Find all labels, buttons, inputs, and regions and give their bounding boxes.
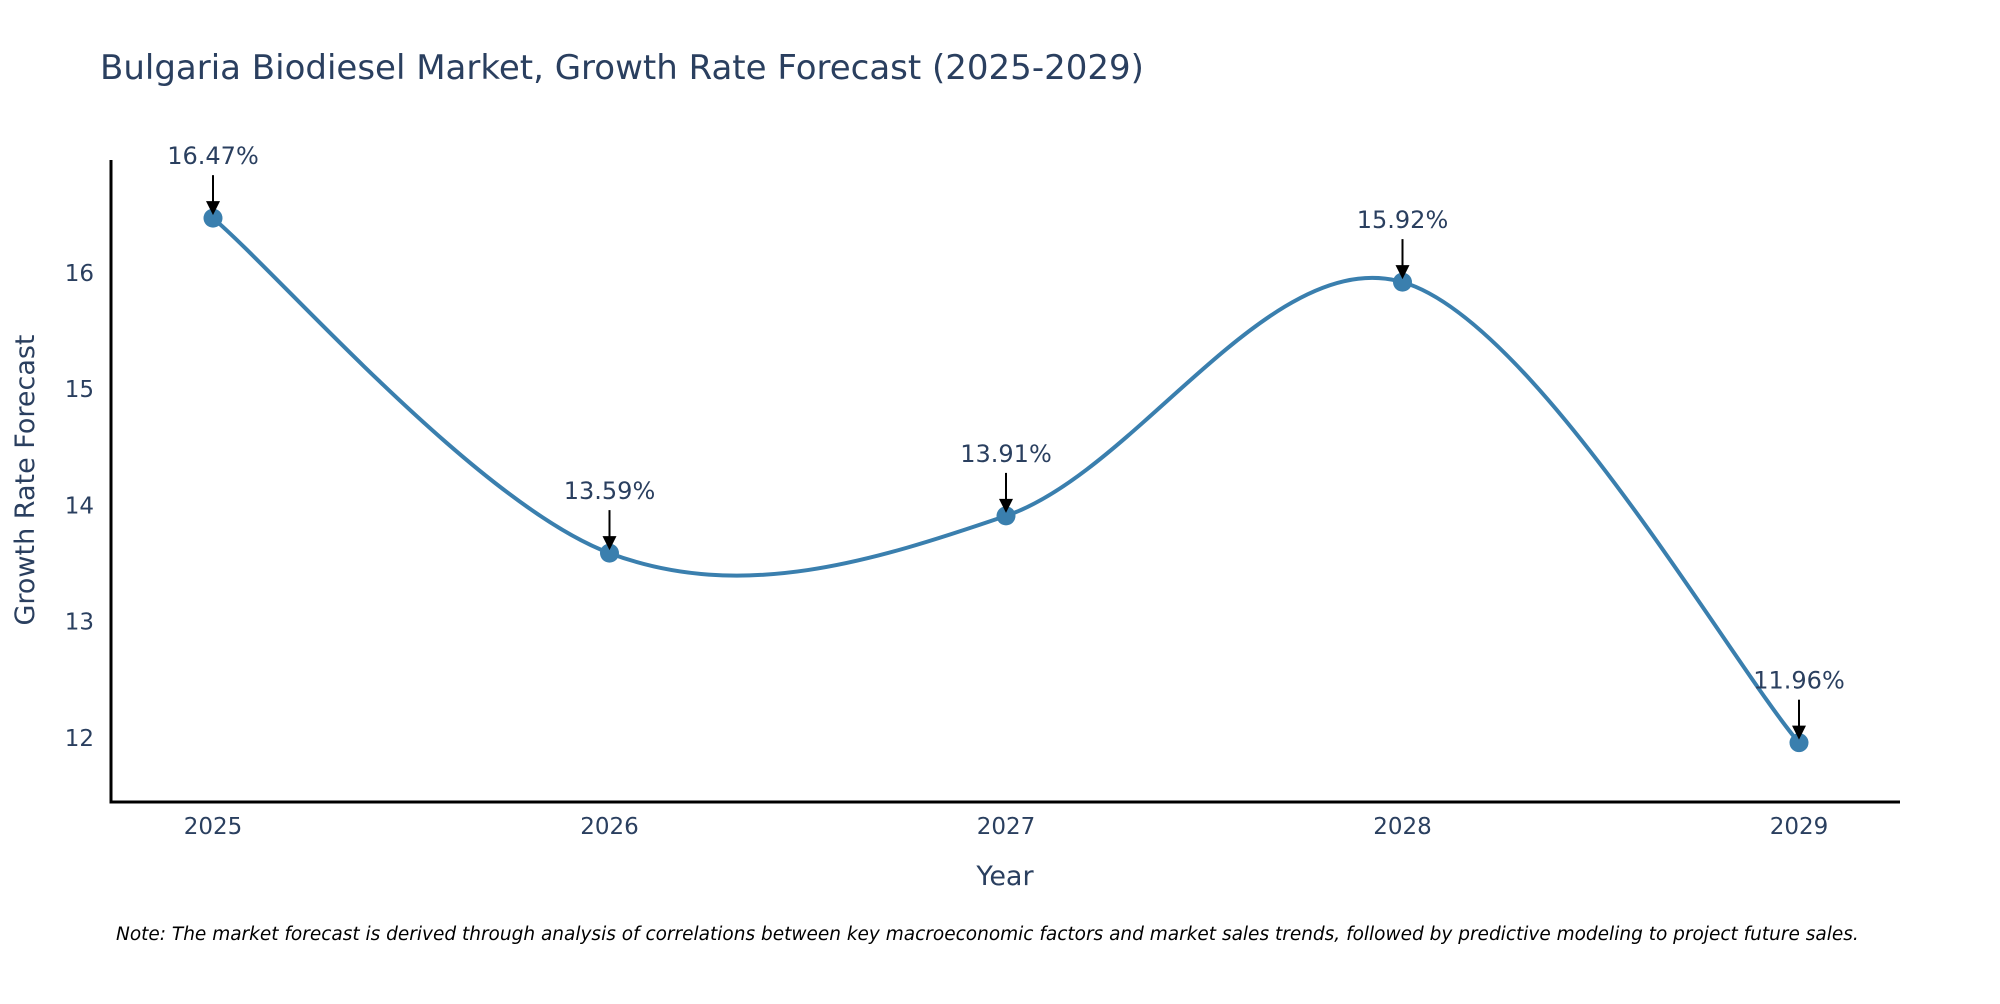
x-tick-label: 2029	[1770, 814, 1829, 840]
data-point	[1789, 733, 1809, 753]
annotation-arrow-head	[602, 536, 617, 551]
footnote: Note: The market forecast is derived thr…	[116, 924, 1859, 945]
chart-title: Bulgaria Biodiesel Market, Growth Rate F…	[100, 48, 1144, 88]
y-tick-label: 15	[65, 377, 94, 403]
y-tick-label: 12	[65, 726, 94, 752]
annotation-arrow-head	[999, 498, 1013, 513]
data-point	[996, 506, 1016, 526]
x-tick-label: 2025	[184, 814, 243, 840]
plot-area: 12 13 14 15 16 2025 2026 2027 2028 2029 16.47% 13.5…	[65, 142, 1845, 840]
y-tick-label: 16	[65, 261, 94, 287]
annotation-arrow-head	[1792, 725, 1806, 740]
x-axis-title: Year	[975, 861, 1034, 892]
data-label: 11.96%	[1753, 667, 1845, 695]
x-tick-label: 2028	[1373, 814, 1432, 840]
y-tick-label: 14	[65, 493, 94, 519]
annotation-arrow-head	[1395, 265, 1410, 280]
data-label: 13.59%	[564, 477, 656, 505]
series-line	[211, 216, 1801, 744]
x-tick-label: 2026	[580, 814, 639, 840]
data-point	[203, 208, 223, 228]
annotation-arrow-head	[206, 201, 220, 216]
x-tick-label: 2027	[977, 814, 1036, 840]
data-point	[600, 543, 619, 563]
data-label: 15.92%	[1357, 206, 1449, 234]
data-point	[1393, 272, 1412, 292]
data-label: 13.91%	[960, 440, 1052, 468]
y-tick-label: 13	[65, 610, 94, 636]
y-axis-title: Growth Rate Forecast	[10, 334, 41, 625]
data-label: 16.47%	[167, 142, 259, 170]
